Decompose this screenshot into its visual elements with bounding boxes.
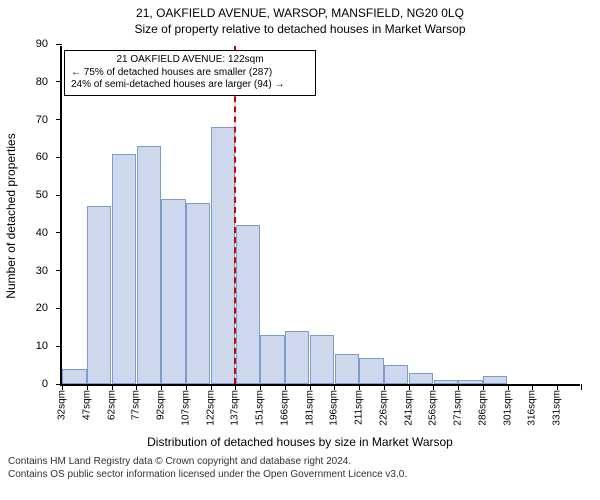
histogram-bar	[161, 199, 185, 384]
footer-line-1: Contains HM Land Registry data © Crown c…	[8, 455, 592, 468]
x-tick-label: 77sqm	[131, 390, 142, 420]
x-tick-label: 137sqm	[230, 390, 241, 426]
y-tick-label: 90	[36, 38, 62, 50]
histogram-bar	[409, 373, 433, 384]
plot-area: 010203040506070809032sqm47sqm62sqm77sqm9…	[60, 46, 580, 386]
x-tick-label: 107sqm	[180, 390, 191, 426]
histogram-bar	[285, 331, 309, 384]
y-tick-label: 70	[36, 114, 62, 126]
x-tick-label: 166sqm	[279, 390, 290, 426]
y-tick-label: 80	[36, 76, 62, 88]
x-tick-label: 316sqm	[527, 390, 538, 426]
histogram-bar	[186, 203, 210, 384]
x-tick-label: 151sqm	[255, 390, 266, 426]
histogram-bar	[384, 365, 408, 384]
x-tick-label: 32sqm	[57, 390, 68, 420]
page-title-line1: 21, OAKFIELD AVENUE, WARSOP, MANSFIELD, …	[0, 0, 600, 20]
x-axis-label: Distribution of detached houses by size …	[0, 431, 600, 449]
attribution-footer: Contains HM Land Registry data © Crown c…	[0, 449, 600, 481]
x-tick-label: 226sqm	[378, 390, 389, 426]
x-tick-label: 256sqm	[428, 390, 439, 426]
histogram-bar	[87, 206, 111, 384]
y-tick-label: 0	[42, 378, 62, 390]
x-tick-mark	[581, 384, 582, 390]
footer-line-2: Contains OS public sector information li…	[8, 468, 592, 481]
histogram-bar	[335, 354, 359, 384]
x-tick-label: 286sqm	[477, 390, 488, 426]
x-tick-label: 62sqm	[106, 390, 117, 420]
histogram-bar	[211, 127, 235, 384]
x-tick-label: 122sqm	[205, 390, 216, 426]
histogram-bar	[310, 335, 334, 384]
x-tick-label: 271sqm	[453, 390, 464, 426]
page-title-line2: Size of property relative to detached ho…	[0, 20, 600, 36]
x-tick-label: 47sqm	[81, 390, 92, 420]
histogram-bar	[458, 380, 482, 384]
y-tick-label: 10	[36, 340, 62, 352]
x-tick-label: 92sqm	[156, 390, 167, 420]
y-axis-label: Number of detached properties	[4, 133, 18, 298]
histogram-chart: 0 10 20 30 40 50 60 70 80 90 32sqm 47sqm 62sqm 77sqm 9…	[0, 36, 600, 431]
histogram-bar	[483, 376, 507, 384]
y-tick-label: 50	[36, 189, 62, 201]
y-tick-label: 20	[36, 302, 62, 314]
x-tick-label: 196sqm	[329, 390, 340, 426]
histogram-bar	[62, 369, 86, 384]
y-tick-label: 60	[36, 151, 62, 163]
reference-line	[234, 46, 236, 384]
x-tick-label: 301sqm	[502, 390, 513, 426]
histogram-bar	[236, 225, 260, 384]
x-tick-label: 211sqm	[354, 390, 365, 425]
histogram-bar	[137, 146, 161, 384]
x-tick-label: 241sqm	[403, 390, 414, 426]
histogram-bar	[359, 358, 383, 384]
y-tick-label: 40	[36, 227, 62, 239]
histogram-bar	[112, 154, 136, 384]
y-tick-label: 30	[36, 265, 62, 277]
histogram-bar	[434, 380, 458, 384]
histogram-bar	[260, 335, 284, 384]
x-tick-label: 181sqm	[304, 390, 315, 426]
x-tick-label: 331sqm	[552, 390, 563, 426]
